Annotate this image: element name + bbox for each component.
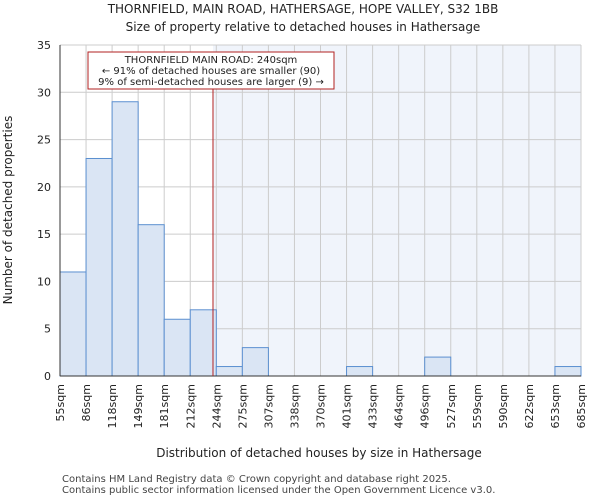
x-tick-label: 86sqm (80, 384, 93, 421)
footer-line-2: Contains public sector information licen… (62, 485, 496, 496)
y-tick-label: 35 (37, 39, 51, 52)
y-tick-label: 5 (44, 323, 51, 336)
x-tick-label: 118sqm (106, 384, 119, 428)
x-tick-label: 527sqm (445, 384, 458, 428)
histogram-bar (85, 157, 113, 377)
x-tick-label: 590sqm (497, 384, 510, 428)
x-tick-label: 464sqm (393, 384, 406, 428)
x-tick-label: 433sqm (367, 384, 380, 428)
y-tick-label: 30 (37, 86, 51, 99)
annotation-line-3: 9% of semi-detached houses are larger (9… (98, 77, 324, 88)
highlight-region (212, 45, 581, 376)
histogram-bar (111, 101, 139, 377)
x-tick-label: 275sqm (236, 384, 249, 428)
x-tick-label: 496sqm (419, 384, 432, 428)
y-tick-label: 20 (37, 181, 51, 194)
annotation-box (87, 51, 335, 90)
histogram-bar (241, 347, 269, 377)
y-tick-label: 10 (37, 275, 51, 288)
x-tick-label: 55sqm (54, 384, 67, 421)
histogram-bar (215, 366, 243, 377)
histogram-bar (163, 318, 191, 377)
histogram-bar (137, 224, 165, 377)
x-tick-label: 181sqm (158, 384, 171, 428)
x-tick-label: 244sqm (210, 384, 223, 428)
x-tick-label: 212sqm (184, 384, 197, 428)
x-tick-label: 370sqm (315, 384, 328, 428)
histogram-bar (424, 356, 452, 377)
x-tick-label: 338sqm (288, 384, 301, 428)
x-tick-label: 622sqm (523, 384, 536, 428)
chart-title: THORNFIELD, MAIN ROAD, HATHERSAGE, HOPE … (107, 2, 499, 16)
annotation-line-2: ← 91% of detached houses are smaller (90… (102, 66, 320, 77)
annotation-line-1: THORNFIELD MAIN ROAD: 240sqm (124, 55, 298, 66)
x-tick-label: 307sqm (262, 384, 275, 428)
x-tick-label: 401sqm (341, 384, 354, 428)
x-tick-label: 653sqm (549, 384, 562, 428)
y-tick-label: 15 (37, 228, 51, 241)
x-tick-label: 559sqm (471, 384, 484, 428)
chart-subtitle: Size of property relative to detached ho… (126, 20, 481, 34)
x-axis-label: Distribution of detached houses by size … (156, 446, 482, 460)
histogram-bar (59, 271, 87, 377)
histogram-bar (189, 309, 217, 377)
x-tick-label: 685sqm (575, 384, 588, 428)
y-tick-label: 0 (44, 370, 51, 383)
footer-line-1: Contains HM Land Registry data © Crown c… (62, 474, 451, 485)
y-tick-label: 25 (37, 134, 51, 147)
y-axis-label: Number of detached properties (1, 116, 15, 305)
histogram-bar (554, 366, 582, 377)
x-tick-label: 149sqm (132, 384, 145, 428)
histogram-bar (346, 366, 374, 377)
